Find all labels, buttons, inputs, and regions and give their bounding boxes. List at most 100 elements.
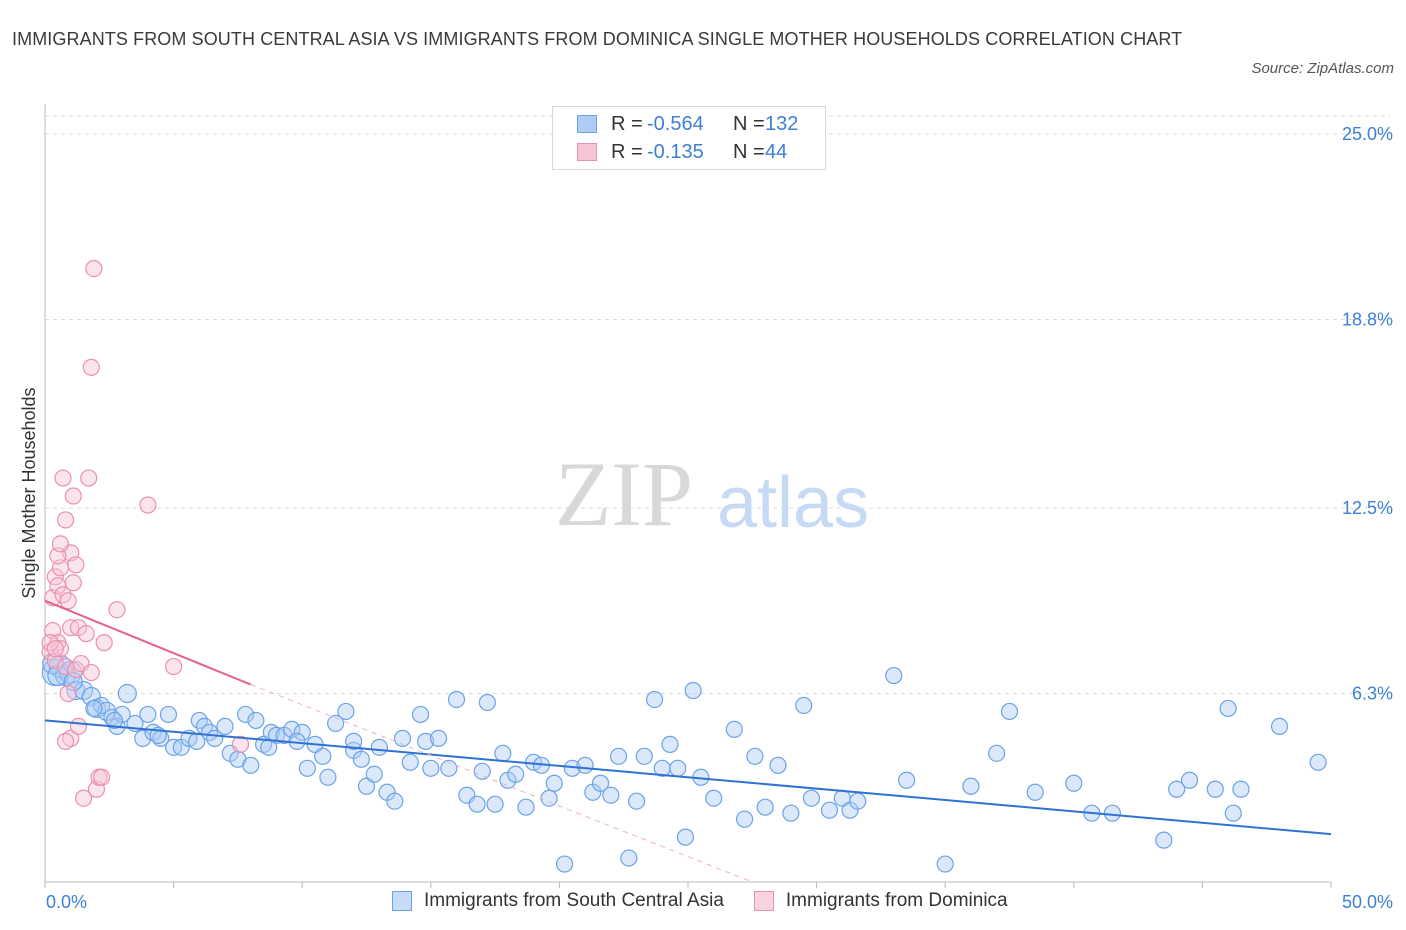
data-point-south-central-asia [756, 798, 774, 816]
data-point-south-central-asia [319, 768, 337, 786]
data-point-dominica [80, 469, 98, 487]
series-legend: Immigrants from South Central Asia Immig… [392, 890, 1038, 912]
data-point-dominica [74, 789, 93, 807]
data-point-south-central-asia [1206, 780, 1224, 798]
data-point-south-central-asia [661, 735, 679, 753]
trend-line-south-central-asia [44, 719, 1332, 836]
data-point-dominica [95, 634, 113, 652]
data-point-south-central-asia [337, 702, 355, 721]
data-point-south-central-asia [635, 747, 653, 765]
data-point-dominica [77, 625, 95, 643]
y-tick-label: 25.0% [1342, 124, 1393, 144]
data-point-dominica [85, 260, 103, 278]
data-point-dominica [51, 535, 70, 553]
chart-title: IMMIGRANTS FROM SOUTH CENTRAL ASIA VS IM… [12, 29, 1183, 49]
data-point-south-central-asia [735, 810, 754, 828]
data-point-dominica [108, 601, 126, 619]
data-point-south-central-asia [988, 744, 1006, 762]
data-point-south-central-asia [782, 804, 800, 822]
data-point-south-central-asia [478, 693, 496, 712]
data-point-south-central-asia [327, 714, 345, 733]
data-point-south-central-asia [962, 777, 980, 795]
data-point-dominica [54, 469, 72, 487]
data-point-south-central-asia [370, 738, 388, 756]
legend-r-value: -0.135 [647, 140, 704, 163]
data-point-dominica [56, 511, 75, 529]
legend-item-dominica: Immigrants from Dominica [753, 890, 1008, 912]
legend-r-label: R = [611, 112, 643, 135]
data-point-dominica [165, 657, 183, 676]
grid-lines [45, 115, 1390, 694]
source-credit: Source: ZipAtlas.com [1251, 60, 1394, 77]
data-point-south-central-asia [645, 690, 664, 709]
legend-row-south-central-asia: R = -0.564 N = 132 [577, 111, 798, 137]
data-point-south-central-asia [936, 855, 954, 873]
watermark-zip: ZIP [555, 443, 693, 545]
data-point-south-central-asia [293, 723, 311, 741]
data-point-south-central-asia [802, 789, 821, 807]
y-axis-label: Single Mother Households [19, 387, 39, 598]
data-point-south-central-asia [365, 765, 383, 783]
data-point-south-central-asia [725, 720, 743, 738]
data-point-south-central-asia [849, 792, 867, 810]
legend-n-value: 132 [765, 112, 799, 135]
legend-swatch-pink [753, 891, 774, 911]
trend-lines [44, 599, 1332, 883]
data-point-south-central-asia [494, 744, 512, 762]
data-point-south-central-asia [820, 801, 839, 819]
data-point-south-central-asia [1155, 831, 1173, 849]
watermark-atlas: atlas [717, 463, 869, 543]
data-point-south-central-asia [393, 729, 412, 747]
data-point-south-central-asia [627, 792, 646, 810]
data-point-south-central-asia [545, 774, 563, 792]
data-point-dominica [62, 729, 80, 747]
axes [44, 104, 1332, 888]
data-point-south-central-asia [447, 690, 466, 709]
data-point-south-central-asia [139, 705, 157, 724]
data-point-south-central-asia [1000, 702, 1019, 721]
data-point-south-central-asia [473, 762, 491, 780]
data-point-south-central-asia [411, 705, 430, 724]
data-point-south-central-asia [1219, 699, 1237, 718]
y-tick-label: 18.8% [1342, 309, 1393, 329]
data-point-south-central-asia [705, 789, 723, 807]
data-point-south-central-asia [507, 765, 525, 783]
data-point-south-central-asia [237, 705, 255, 724]
data-point-dominica [59, 684, 77, 703]
data-point-south-central-asia [769, 756, 787, 774]
data-point-dominica [92, 768, 111, 786]
data-point-dominica [64, 574, 82, 592]
data-point-south-central-asia [401, 753, 419, 771]
series-south-central-asia [41, 652, 1327, 873]
legend-n-value: 44 [765, 140, 788, 163]
data-point-south-central-asia [885, 666, 903, 685]
stats-legend: R = -0.564 N = 132 R = -0.135 N = 44 [552, 106, 826, 170]
data-point-south-central-asia [260, 738, 278, 756]
data-point-south-central-asia [746, 747, 764, 765]
data-point-south-central-asia [1026, 783, 1044, 801]
legend-r-label: R = [611, 140, 643, 163]
data-point-south-central-asia [1232, 780, 1250, 798]
data-point-south-central-asia [602, 786, 620, 804]
data-point-dominica [59, 592, 77, 610]
data-point-dominica [69, 717, 88, 736]
data-point-dominica [46, 640, 64, 658]
data-point-south-central-asia [386, 792, 404, 810]
data-point-south-central-asia [468, 795, 486, 813]
data-point-south-central-asia [676, 828, 695, 846]
y-tick-label: 12.5% [1342, 498, 1393, 518]
data-point-south-central-asia [1168, 780, 1186, 798]
data-point-south-central-asia [298, 759, 316, 777]
data-point-south-central-asia [517, 798, 535, 816]
data-point-dominica [64, 487, 82, 505]
data-point-south-central-asia [1180, 771, 1199, 789]
legend-label: Immigrants from South Central Asia [424, 890, 724, 911]
data-point-south-central-asia [117, 683, 137, 704]
data-point-south-central-asia [159, 705, 178, 724]
data-point-south-central-asia [576, 756, 594, 774]
data-point-dominica [139, 496, 157, 514]
data-point-south-central-asia [555, 855, 574, 873]
data-point-south-central-asia [440, 759, 458, 777]
data-point-south-central-asia [357, 777, 376, 795]
x-tick-label-max: 50.0% [1342, 892, 1393, 912]
